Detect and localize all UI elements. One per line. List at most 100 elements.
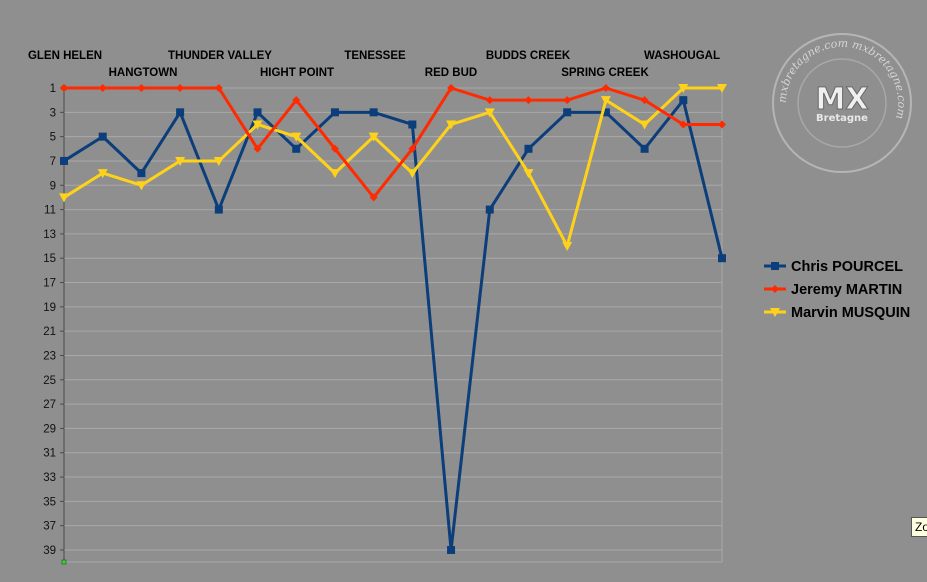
data-point: [60, 156, 68, 165]
y-tick-label: 23: [43, 350, 56, 362]
legend-label: Jeremy MARTIN: [791, 282, 902, 298]
venue-label: WASHOUGAL: [644, 50, 720, 62]
watermark-sub-text: Bretagne: [816, 113, 868, 124]
watermark-inner-ring: [797, 58, 887, 148]
data-point: [639, 120, 650, 130]
y-tick-label: 7: [50, 156, 56, 168]
venue-label: SPRING CREEK: [561, 67, 649, 79]
data-point: [601, 108, 610, 117]
series-lines: [59, 84, 727, 554]
venue-labels: GLEN HELEN HANGTOWN THUNDER VALLEY HIGHT PO…: [28, 50, 720, 79]
data-point: [718, 254, 726, 263]
y-tick-label: 9: [50, 180, 56, 192]
series-line: [64, 86, 722, 199]
data-point: [329, 169, 340, 179]
data-point: [292, 96, 301, 105]
data-point: [214, 205, 223, 214]
legend-item: Chris POURCEL: [764, 259, 903, 275]
data-point: [175, 156, 186, 166]
y-tick-label: 17: [43, 278, 56, 290]
data-point: [330, 108, 339, 117]
data-point: [679, 120, 688, 129]
data-point: [176, 84, 185, 92]
y-tick-label: 35: [43, 496, 56, 508]
data-point: [563, 96, 572, 105]
data-point: [523, 169, 534, 179]
y-tick-label: 13: [43, 229, 56, 241]
data-point: [137, 169, 146, 178]
data-point: [718, 120, 726, 129]
y-tick-label: 29: [43, 423, 56, 435]
series-chris-pourcel: [60, 96, 726, 554]
y-tick-label: 31: [43, 448, 56, 460]
y-tick-label: 15: [43, 253, 56, 265]
data-point: [214, 84, 223, 92]
data-point: [678, 84, 689, 93]
data-point: [213, 156, 224, 166]
series-marvin-musquin: [59, 84, 727, 252]
legend-item: Marvin MUSQUIN: [764, 305, 910, 321]
venue-label: HANGTOWN: [109, 67, 178, 79]
data-point: [253, 108, 262, 117]
data-point: [601, 84, 610, 92]
data-point: [408, 144, 417, 153]
legend-label: Marvin MUSQUIN: [791, 305, 910, 321]
gridlines: [64, 87, 723, 563]
watermark-ring: [772, 33, 912, 173]
data-point: [562, 242, 573, 252]
venue-label: HIGHT POINT: [260, 67, 334, 79]
data-point: [679, 96, 688, 105]
data-point: [600, 96, 611, 106]
venue-label: GLEN HELEN: [28, 50, 102, 62]
data-point: [292, 144, 301, 153]
data-point: [136, 181, 147, 191]
zoom-tooltip: Zo: [911, 517, 927, 537]
y-tick-label: 1: [50, 83, 56, 95]
legend-swatch-marker: [770, 308, 780, 317]
data-point: [137, 84, 146, 92]
data-point: [253, 144, 262, 153]
y-tick-label: 11: [44, 205, 56, 217]
legend: Chris POURCEL Jeremy MARTIN Marvin MUSQUIN: [764, 259, 910, 321]
data-point: [98, 132, 107, 141]
data-point: [97, 169, 108, 179]
data-point: [59, 193, 69, 203]
data-point: [368, 132, 379, 142]
series-jeremy-martin: [60, 84, 726, 202]
venue-label: BUDDS CREEK: [486, 50, 571, 62]
data-point: [176, 108, 185, 117]
data-point: [446, 120, 457, 130]
data-point: [447, 546, 456, 554]
selection-handle: [61, 559, 67, 565]
y-tick-label: 3: [50, 107, 56, 119]
data-point: [640, 144, 649, 153]
data-point: [252, 120, 263, 130]
series-line: [63, 98, 724, 552]
legend-swatch-marker: [771, 262, 779, 270]
data-point: [408, 120, 417, 129]
data-point: [563, 108, 572, 117]
data-point: [407, 169, 418, 179]
data-point: [717, 84, 727, 93]
data-point: [98, 84, 107, 92]
data-point: [330, 144, 339, 153]
data-point: [524, 96, 533, 105]
y-tick-label: 19: [43, 302, 56, 314]
y-tick-label: 5: [50, 132, 56, 144]
data-point: [524, 144, 533, 153]
y-tick-label: 25: [43, 375, 56, 387]
data-point: [484, 108, 495, 118]
venue-label: THUNDER VALLEY: [168, 50, 272, 62]
venue-label: TENESSEE: [344, 50, 406, 62]
legend-label: Chris POURCEL: [791, 259, 903, 275]
data-point: [60, 84, 68, 92]
data-point: [640, 96, 649, 105]
series-line: [63, 86, 722, 248]
venue-label: RED BUD: [425, 67, 477, 79]
y-tick-label: 21: [43, 326, 56, 338]
data-point: [369, 193, 378, 202]
y-tick-label: 27: [43, 399, 56, 411]
legend-item: Jeremy MARTIN: [764, 282, 902, 298]
